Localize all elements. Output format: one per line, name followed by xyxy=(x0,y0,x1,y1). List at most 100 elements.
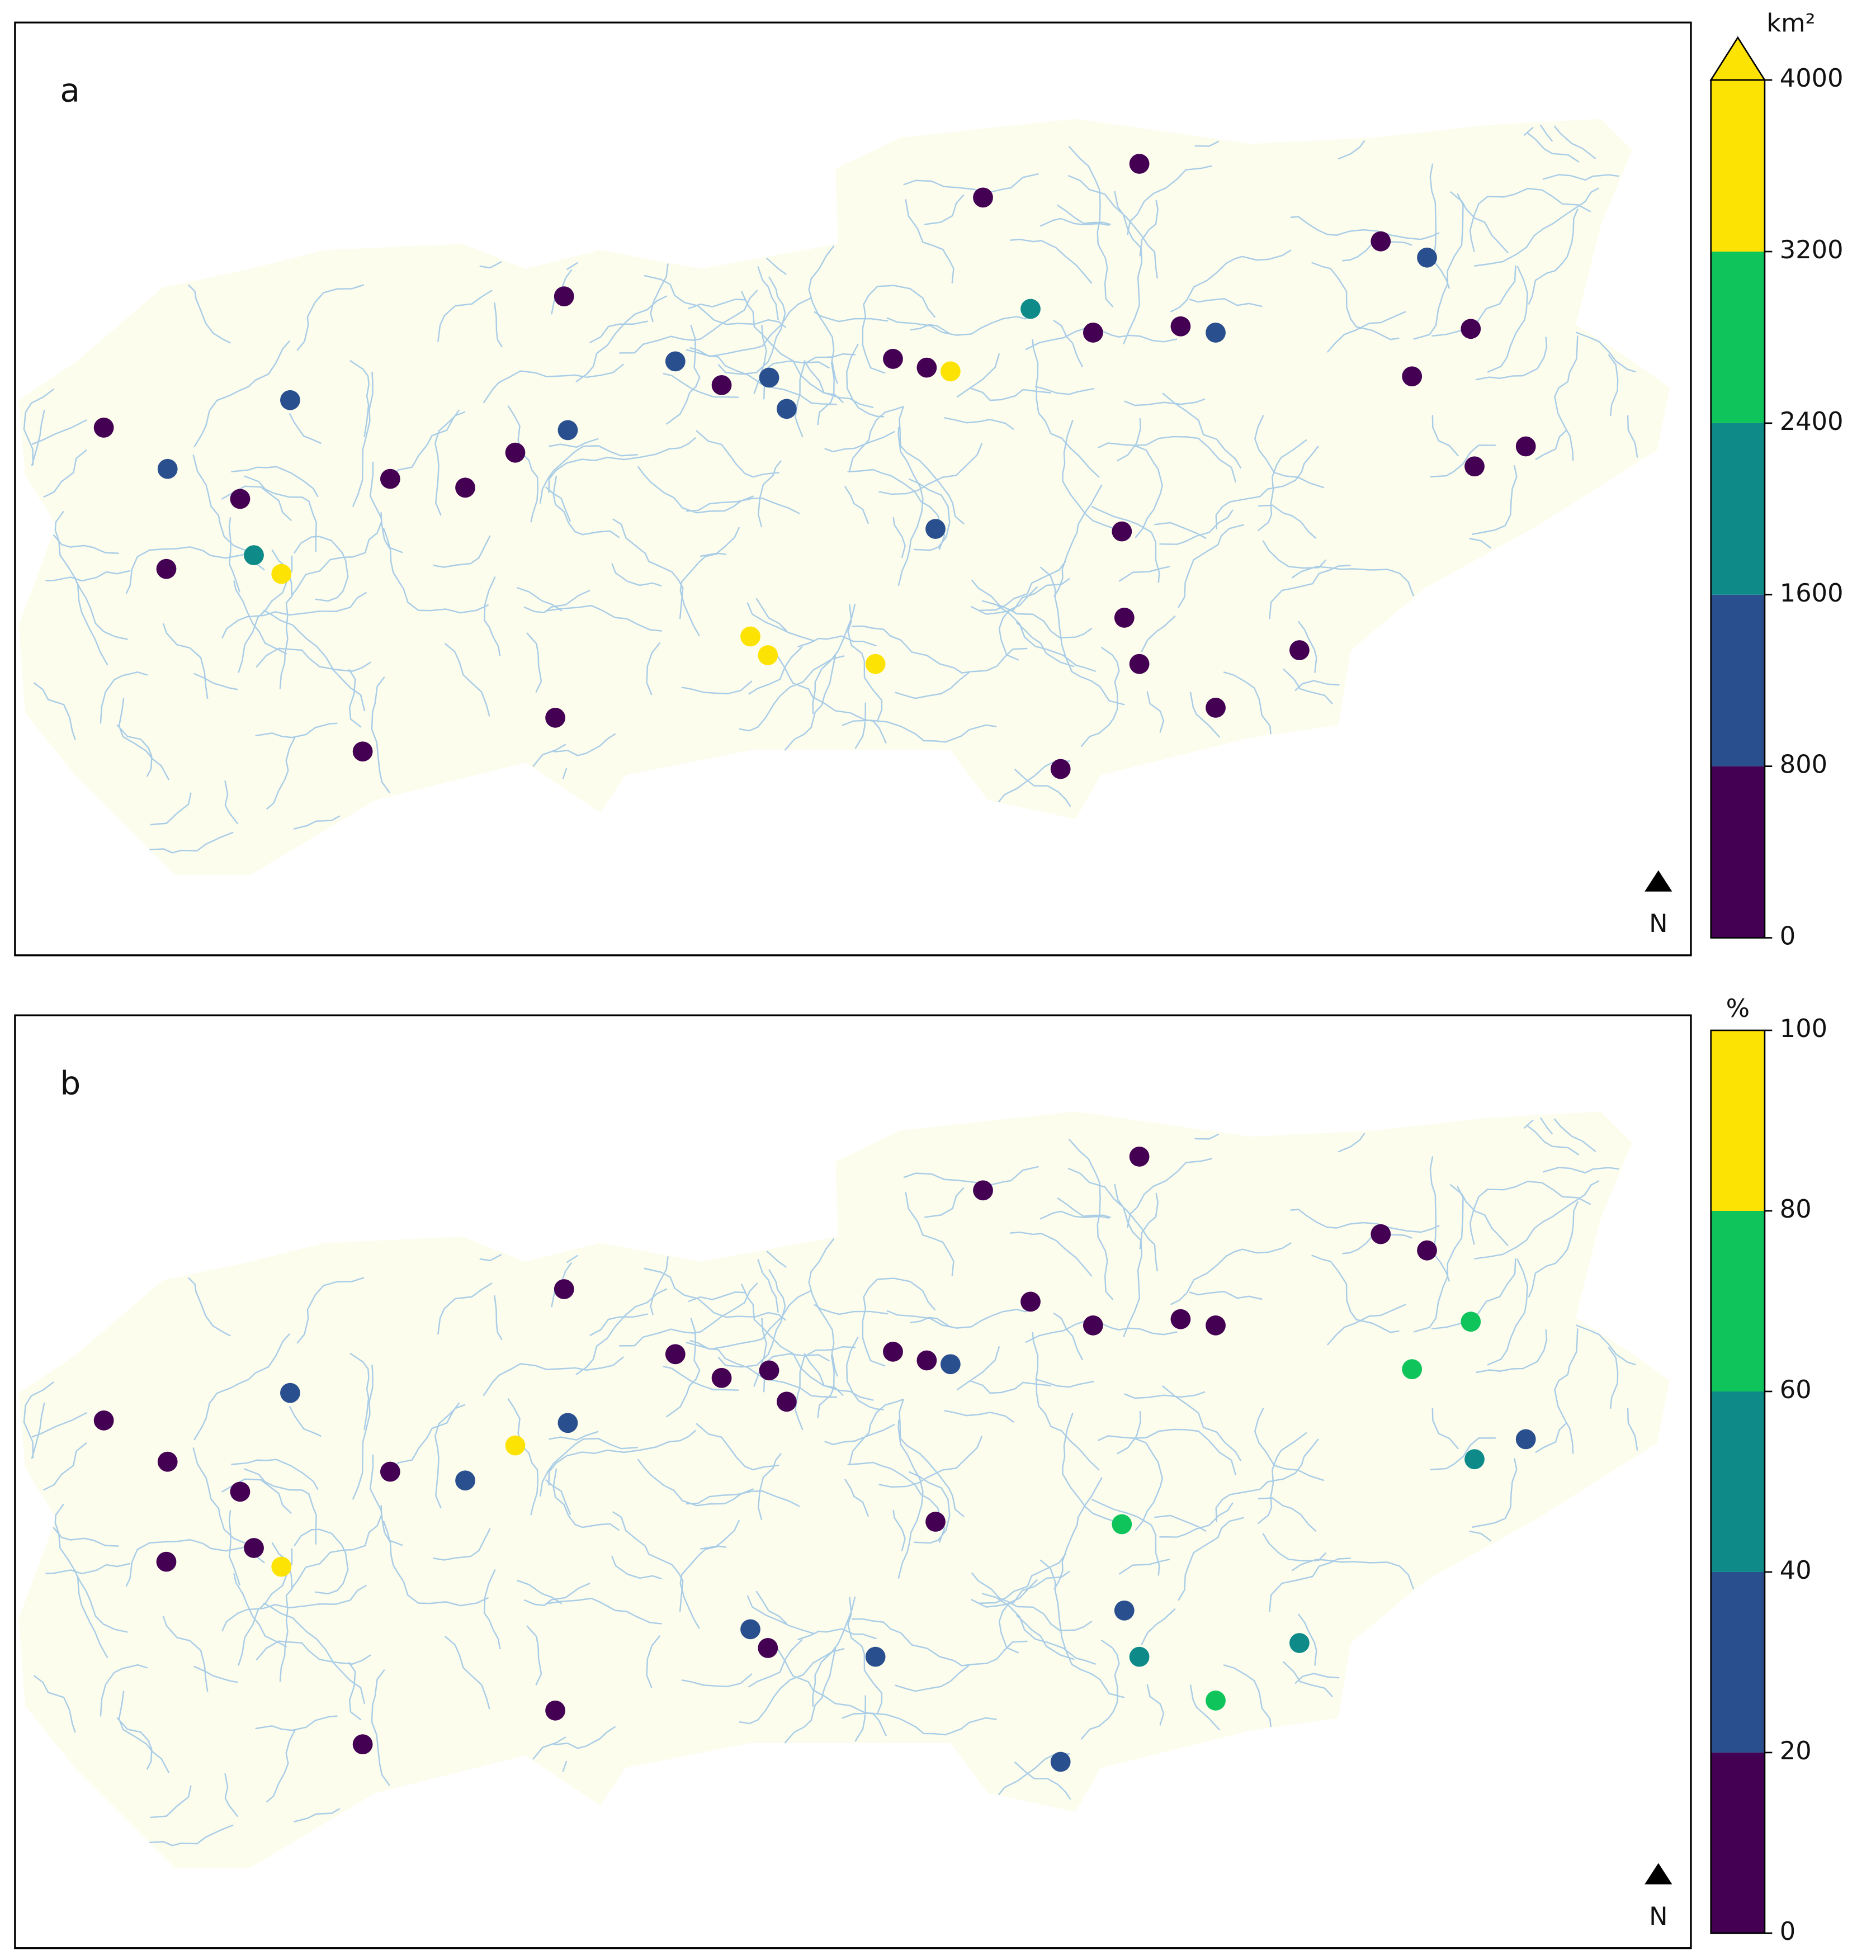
colorbar-bin xyxy=(1710,252,1765,423)
gauge-station xyxy=(940,361,961,382)
colorbar-bin xyxy=(1710,766,1765,938)
panel-label: b xyxy=(60,1064,81,1102)
colorbar-tick-label: 20 xyxy=(1780,1736,1812,1765)
gauge-station xyxy=(1114,608,1135,628)
gauge-station xyxy=(1206,1315,1226,1336)
gauge-station xyxy=(865,654,886,674)
colorbar-frame xyxy=(1710,79,1766,939)
gauge-station xyxy=(1461,319,1481,339)
gauge-station xyxy=(1020,299,1041,319)
gauge-station xyxy=(740,626,760,647)
gauge-station xyxy=(93,418,114,438)
gauge-station xyxy=(1129,1646,1150,1667)
gauge-station xyxy=(973,1180,993,1201)
gauge-station xyxy=(1170,316,1191,337)
colorbar-tick-label: 2400 xyxy=(1780,406,1844,436)
gauge-station xyxy=(665,351,686,372)
gauge-station xyxy=(271,564,292,584)
panel-label: a xyxy=(60,72,80,110)
gauge-station xyxy=(1515,436,1536,457)
gauge-station xyxy=(759,1360,779,1381)
gauge-station xyxy=(244,1538,264,1558)
colorbar-tick-label: 100 xyxy=(1780,1014,1827,1043)
colorbar-bin xyxy=(1710,1571,1765,1753)
colorbar-frame xyxy=(1710,1029,1766,1934)
gauge-station xyxy=(1289,640,1310,660)
gauge-station xyxy=(1083,1315,1103,1336)
river-network xyxy=(23,124,1638,854)
gauge-station xyxy=(1129,654,1150,674)
gauge-station xyxy=(1464,456,1485,477)
gauge-station xyxy=(1050,1751,1071,1772)
gauge-station xyxy=(156,1551,177,1572)
map-panel: aN xyxy=(14,21,1692,957)
gauge-station xyxy=(740,1619,760,1640)
gauge-station xyxy=(776,399,797,419)
colorbar-bin xyxy=(1710,594,1765,766)
gauge-station xyxy=(280,1383,300,1403)
gauge-station xyxy=(916,1350,937,1371)
basin xyxy=(18,1111,1670,1868)
gauge-station xyxy=(1170,1309,1191,1329)
colorbar-tick-label: 40 xyxy=(1780,1555,1812,1585)
north-label: N xyxy=(1649,1901,1667,1931)
colorbar-tick-label: 60 xyxy=(1780,1375,1812,1404)
gauge-station xyxy=(230,1481,251,1502)
gauge-station xyxy=(916,357,937,378)
basin xyxy=(18,119,1670,875)
gauge-station xyxy=(1114,1600,1135,1621)
colorbar-extension xyxy=(1709,36,1766,81)
colorbar-tick-label: 1600 xyxy=(1780,578,1844,608)
gauge-station xyxy=(1371,1224,1391,1244)
gauge-station xyxy=(711,375,732,395)
gauge-station xyxy=(380,468,400,489)
colorbar-tick-label: 4000 xyxy=(1780,63,1844,93)
gauge-station xyxy=(776,1391,797,1412)
gauge-station xyxy=(883,349,903,369)
gauge-station xyxy=(157,458,178,479)
gauge-station xyxy=(1020,1291,1041,1312)
gauge-station xyxy=(1050,759,1071,779)
gauge-station xyxy=(759,367,779,388)
gauge-station xyxy=(883,1341,903,1362)
gauge-station xyxy=(1515,1429,1536,1450)
gauge-station xyxy=(505,1435,526,1456)
gauge-station xyxy=(244,545,264,565)
north-arrow xyxy=(1645,1863,1672,1885)
gauge-station xyxy=(1417,247,1437,268)
gauge-station xyxy=(380,1461,400,1482)
gauge-station xyxy=(758,645,778,665)
colorbar-tick-label: 3200 xyxy=(1780,235,1844,264)
map-panel: bN xyxy=(14,1014,1692,1949)
gauge-station xyxy=(758,1638,778,1658)
gauge-station xyxy=(1112,1514,1132,1535)
gauge-station xyxy=(554,286,574,306)
gauge-station xyxy=(352,1734,373,1755)
gauge-station xyxy=(554,1279,574,1299)
gauge-station xyxy=(1206,1690,1226,1711)
gauge-station xyxy=(1206,698,1226,718)
colorbar-tick-label: 0 xyxy=(1780,921,1795,951)
north-label: N xyxy=(1649,908,1667,938)
gauge-station xyxy=(545,707,565,728)
colorbar-unit: km² xyxy=(1766,8,1815,38)
gauge-station xyxy=(1402,366,1423,387)
colorbar-bin xyxy=(1710,1030,1765,1211)
gauge-station xyxy=(1464,1449,1485,1470)
gauge-station xyxy=(1129,154,1150,174)
gauge-station xyxy=(280,390,300,410)
gauge-station xyxy=(505,442,526,463)
gauge-station xyxy=(1461,1312,1481,1332)
gauge-station xyxy=(93,1410,114,1431)
gauge-station xyxy=(455,1470,475,1491)
north-arrow xyxy=(1645,870,1672,892)
gauge-station xyxy=(557,1413,578,1433)
gauge-station xyxy=(1289,1633,1310,1653)
gauge-station xyxy=(665,1344,686,1365)
gauge-station xyxy=(157,1451,178,1472)
colorbar-bin xyxy=(1710,1211,1765,1391)
colorbar-tick-label: 800 xyxy=(1780,750,1827,779)
gauge-station xyxy=(973,187,993,208)
gauge-station xyxy=(1402,1359,1423,1380)
